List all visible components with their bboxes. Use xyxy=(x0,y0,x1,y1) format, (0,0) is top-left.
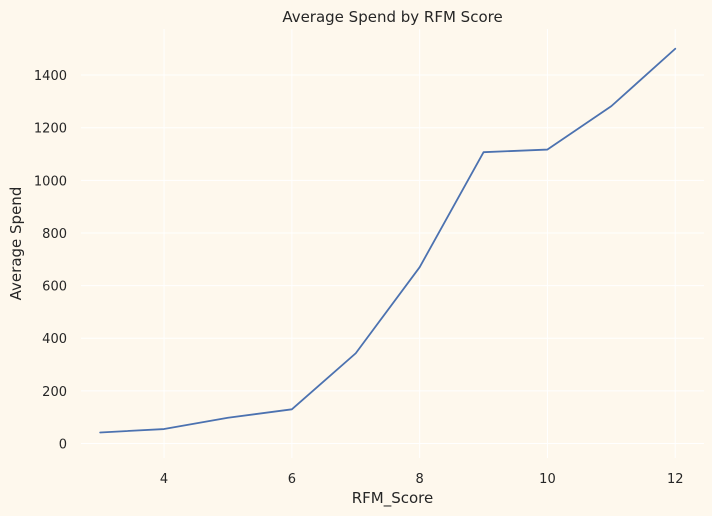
y-tick-label: 1000 xyxy=(34,174,67,189)
chart-title: Average Spend by RFM Score xyxy=(282,8,502,26)
plot-area xyxy=(81,29,704,458)
x-tick-label: 4 xyxy=(160,472,168,487)
x-tick-label: 8 xyxy=(416,472,424,487)
y-tick-label: 1400 xyxy=(34,69,67,84)
y-tick-label: 200 xyxy=(42,385,67,400)
y-tick-label: 600 xyxy=(42,280,67,295)
y-axis-label: Average Spend xyxy=(7,187,25,301)
x-tick-label: 6 xyxy=(288,472,296,487)
x-axis-label: RFM_Score xyxy=(352,489,434,508)
x-tick-label: 10 xyxy=(539,472,556,487)
y-tick-label: 1200 xyxy=(34,122,67,137)
y-tick-label: 800 xyxy=(42,227,67,242)
x-tick-labels: 4 6 8 10 12 xyxy=(160,472,684,487)
x-tick-label: 12 xyxy=(667,472,684,487)
grid xyxy=(81,29,704,458)
y-tick-labels: 0 200 400 600 800 1000 1200 1400 xyxy=(34,69,67,452)
y-tick-label: 0 xyxy=(59,438,67,453)
series-group xyxy=(99,47,677,434)
series-line xyxy=(99,47,677,434)
y-tick-label: 400 xyxy=(42,332,67,347)
